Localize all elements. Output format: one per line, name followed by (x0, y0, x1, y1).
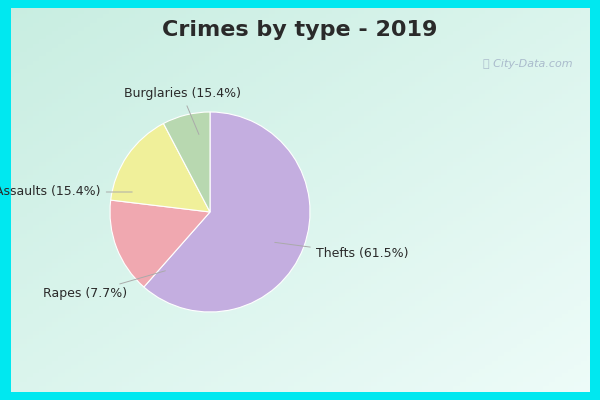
Wedge shape (110, 200, 210, 287)
Text: Crimes by type - 2019: Crimes by type - 2019 (163, 20, 437, 40)
Text: ⓘ City-Data.com: ⓘ City-Data.com (483, 59, 573, 69)
Wedge shape (144, 112, 310, 312)
Text: Thefts (61.5%): Thefts (61.5%) (275, 242, 408, 260)
Text: Burglaries (15.4%): Burglaries (15.4%) (124, 88, 241, 134)
Wedge shape (163, 112, 210, 212)
Text: Assaults (15.4%): Assaults (15.4%) (0, 186, 132, 198)
Text: Rapes (7.7%): Rapes (7.7%) (43, 271, 166, 300)
Wedge shape (111, 124, 210, 212)
